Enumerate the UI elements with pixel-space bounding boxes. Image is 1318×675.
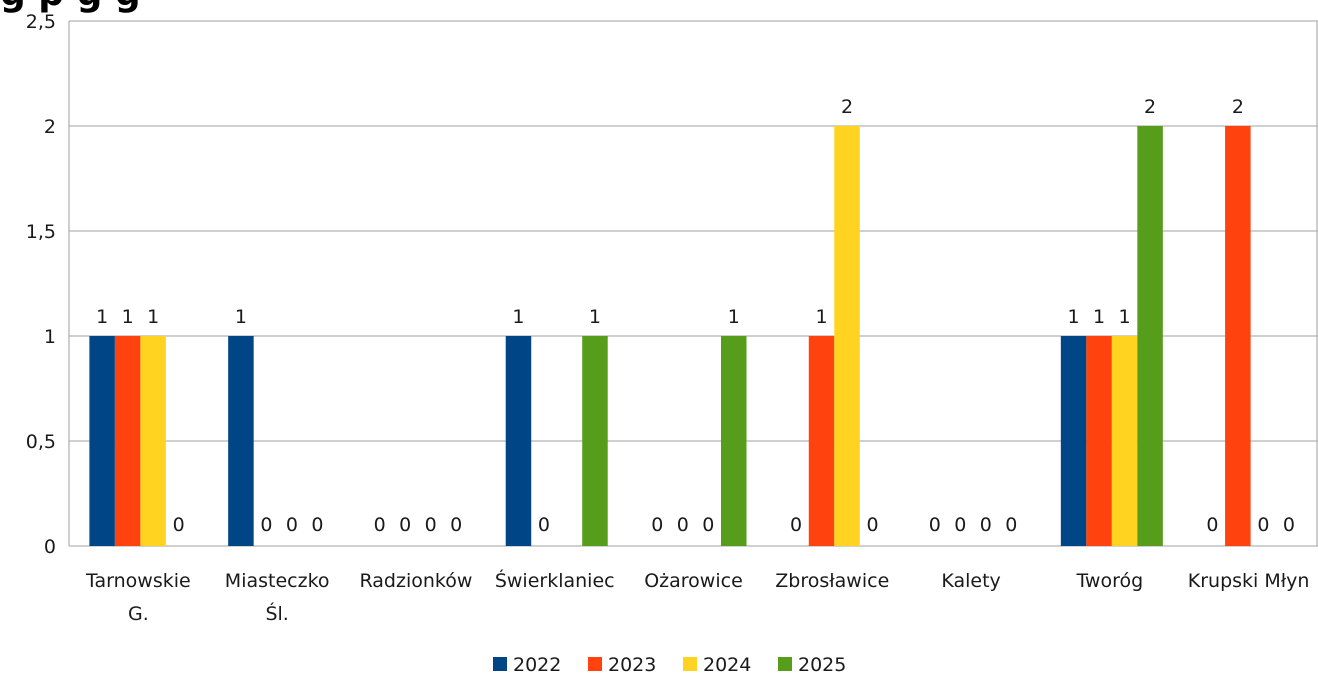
category-label: Zbrosławice bbox=[775, 570, 889, 592]
data-label: 0 bbox=[311, 514, 323, 536]
legend: 2022 2023 2024 2025 bbox=[493, 654, 846, 675]
legend-swatch-2023 bbox=[588, 657, 602, 671]
data-label: 1 bbox=[1093, 306, 1105, 328]
legend-swatch-2025 bbox=[778, 657, 792, 671]
legend-label-2025: 2025 bbox=[798, 654, 846, 675]
data-label: 1 bbox=[147, 306, 159, 328]
data-label: 0 bbox=[702, 514, 714, 536]
data-label: 0 bbox=[980, 514, 992, 536]
category-label: Kalety bbox=[941, 570, 1000, 592]
data-label: 0 bbox=[425, 514, 437, 536]
category-label: Ożarowice bbox=[644, 570, 743, 592]
chart-title-fragment: g p g g bbox=[0, 0, 141, 14]
bar-2024 bbox=[834, 126, 860, 546]
bar-2025 bbox=[582, 336, 608, 546]
y-tick-label: 1,5 bbox=[26, 221, 56, 243]
data-label: 0 bbox=[1206, 514, 1218, 536]
data-label: 0 bbox=[538, 514, 550, 536]
data-label: 0 bbox=[260, 514, 272, 536]
bar-2024 bbox=[1111, 336, 1138, 546]
data-label: 0 bbox=[1257, 514, 1269, 536]
data-label: 0 bbox=[651, 514, 663, 536]
legend-label-2022: 2022 bbox=[513, 654, 561, 675]
data-label: 1 bbox=[1119, 306, 1131, 328]
bar-2022 bbox=[89, 336, 115, 546]
data-label: 0 bbox=[450, 514, 462, 536]
data-label: 1 bbox=[122, 306, 134, 328]
y-tick-label: 0,5 bbox=[26, 431, 56, 453]
category-label: Tarnowskie bbox=[85, 570, 191, 592]
data-label: 0 bbox=[399, 514, 411, 536]
data-label: 1 bbox=[96, 306, 108, 328]
bar-2023 bbox=[1086, 336, 1112, 546]
data-label: 1 bbox=[589, 306, 601, 328]
data-label: 1 bbox=[1068, 306, 1080, 328]
data-label: 1 bbox=[235, 306, 247, 328]
y-tick-label: 0 bbox=[44, 536, 56, 558]
data-label: 0 bbox=[1283, 514, 1295, 536]
data-label: 2 bbox=[841, 96, 853, 118]
y-axis: 0 0,5 1 1,5 2 2,5 bbox=[26, 11, 56, 558]
data-label: 1 bbox=[815, 306, 827, 328]
x-axis-labels: Tarnowskie G. Miasteczko Śl. Radzionków Świer… bbox=[85, 568, 1309, 625]
data-label: 1 bbox=[728, 306, 740, 328]
data-label: 0 bbox=[677, 514, 689, 536]
legend-label-2023: 2023 bbox=[608, 654, 656, 675]
data-label: 1 bbox=[512, 306, 524, 328]
bar-2023 bbox=[1225, 126, 1251, 546]
category-label: Tworóg bbox=[1075, 570, 1143, 592]
bar-2023 bbox=[114, 336, 141, 546]
y-tick-label: 1 bbox=[44, 326, 56, 348]
bar-2023 bbox=[808, 336, 835, 546]
category-label: Krupski Młyn bbox=[1188, 570, 1310, 592]
data-label: 0 bbox=[790, 514, 802, 536]
data-label: 0 bbox=[173, 514, 185, 536]
bar-2025 bbox=[1137, 126, 1163, 546]
data-label: 0 bbox=[286, 514, 298, 536]
data-label: 2 bbox=[1144, 96, 1156, 118]
category-label: Miasteczko bbox=[225, 570, 330, 592]
data-label: 2 bbox=[1232, 96, 1244, 118]
bar-2024 bbox=[140, 336, 166, 546]
bar-2025 bbox=[721, 336, 747, 546]
category-label: Śl. bbox=[265, 601, 288, 625]
data-label: 0 bbox=[866, 514, 878, 536]
bar-2022 bbox=[228, 336, 254, 546]
data-label: 0 bbox=[929, 514, 941, 536]
y-tick-label: 2 bbox=[44, 116, 56, 138]
bar-2022 bbox=[505, 336, 532, 546]
data-label: 0 bbox=[954, 514, 966, 536]
data-label: 0 bbox=[374, 514, 386, 536]
legend-swatch-2022 bbox=[493, 657, 507, 671]
category-label: Radzionków bbox=[359, 570, 472, 592]
bar-2022 bbox=[1060, 336, 1087, 546]
legend-label-2024: 2024 bbox=[703, 654, 751, 675]
bars bbox=[89, 126, 1251, 546]
data-label: 0 bbox=[1005, 514, 1017, 536]
category-label: G. bbox=[128, 603, 149, 625]
y-tick-label: 2,5 bbox=[26, 11, 56, 33]
legend-swatch-2024 bbox=[683, 657, 697, 671]
category-label: Świerklaniec bbox=[495, 568, 615, 592]
